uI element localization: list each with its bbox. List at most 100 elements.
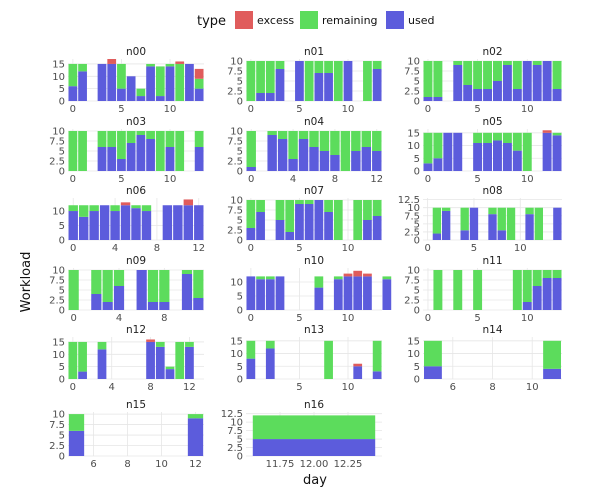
x-tick-label: 12.00	[300, 459, 329, 470]
bar-remaining	[506, 207, 516, 240]
x-tick-label: 0	[248, 104, 254, 115]
bar-remaining	[304, 61, 314, 101]
bar-used	[107, 63, 117, 101]
bar-remaining	[304, 200, 314, 204]
bar-remaining	[246, 61, 256, 101]
x-tick-label: 10	[514, 243, 527, 254]
panel-title: n04	[304, 116, 324, 128]
bar-used	[146, 341, 155, 379]
bar-remaining	[89, 205, 99, 212]
bar-used	[136, 270, 147, 310]
bar-excess	[107, 59, 117, 64]
bar-used	[492, 140, 502, 171]
y-tick-label: 5	[237, 362, 243, 373]
x-tick-label: 5	[118, 104, 124, 115]
y-tick-label: 2.5	[227, 157, 243, 168]
bar-used	[256, 279, 265, 310]
bar-remaining	[363, 200, 372, 220]
panel-title: n12	[126, 324, 146, 336]
bar-used	[68, 430, 85, 456]
y-tick-label: 2.5	[49, 296, 65, 307]
bar-remaining	[78, 205, 89, 217]
bar-used	[193, 298, 204, 310]
x-tick-label: 6	[450, 382, 456, 393]
bar-remaining	[483, 132, 493, 143]
x-axis-label: day	[303, 473, 327, 488]
bar-used	[372, 371, 382, 379]
y-tick-label: 10	[230, 418, 243, 429]
y-tick-label: 5	[414, 154, 420, 165]
x-tick-label: 5	[118, 174, 124, 185]
bar-used	[252, 439, 376, 456]
bar-remaining	[319, 131, 330, 151]
bar-used	[181, 274, 193, 310]
y-tick-label: 12.5	[398, 195, 420, 206]
bar-used	[136, 96, 146, 101]
bar-used	[532, 286, 542, 310]
bar-used	[183, 205, 194, 240]
x-tick-label: 10	[342, 104, 355, 115]
bar-remaining	[314, 276, 324, 288]
bar-remaining	[432, 207, 442, 234]
y-tick-label: 7.5	[404, 67, 420, 78]
y-tick-label: 2.5	[404, 87, 420, 98]
bar-remaining	[453, 61, 463, 65]
bar-used	[343, 276, 353, 310]
y-tick-label: 10	[407, 203, 420, 214]
y-tick-label: 15	[52, 59, 65, 70]
bar-remaining	[194, 131, 204, 147]
x-tick-label: 4	[290, 174, 296, 185]
bar-used	[91, 294, 102, 310]
bar-excess	[175, 61, 185, 64]
y-tick-label: 0	[59, 97, 65, 108]
bar-remaining	[363, 61, 372, 101]
bar-used	[159, 302, 170, 310]
x-tick-label: 0	[70, 313, 76, 324]
bar-used	[265, 348, 275, 379]
panel-title: n09	[126, 255, 146, 267]
y-tick-label: 5	[237, 147, 243, 158]
bar-used	[423, 366, 442, 379]
bar-used	[256, 212, 265, 240]
bar-remaining	[333, 200, 343, 240]
bar-remaining	[165, 63, 175, 67]
bar-remaining	[525, 207, 534, 215]
y-tick-label: 15	[52, 337, 65, 348]
y-tick-label: 0	[59, 306, 65, 317]
bar-remaining	[165, 366, 175, 370]
bar-remaining	[91, 270, 102, 294]
bar-remaining	[433, 132, 443, 159]
bar-used	[324, 73, 333, 101]
bar-used	[187, 418, 204, 456]
y-tick-label: 5	[59, 286, 65, 297]
bar-remaining	[117, 131, 126, 159]
bar-used	[552, 89, 562, 101]
bar-used	[353, 276, 363, 310]
bar-used	[532, 65, 542, 101]
y-tick-label: 10	[52, 350, 65, 361]
bar-remaining	[175, 131, 185, 171]
bar-used	[542, 61, 552, 101]
bar-remaining	[113, 270, 125, 286]
y-tick-label: 7.5	[227, 137, 243, 148]
y-tick-label: 0	[237, 167, 243, 178]
panel-title: n07	[304, 185, 324, 197]
y-tick-label: 7.5	[227, 67, 243, 78]
x-tick-label: 10	[521, 313, 534, 324]
panel-n14: n14 0 5 10 15 6 8 10	[407, 324, 562, 393]
bar-used	[78, 371, 87, 379]
panel-title: n13	[304, 324, 324, 336]
bar-remaining	[194, 78, 204, 89]
x-tick-label: 5	[474, 174, 480, 185]
bar-used	[319, 151, 330, 171]
bar-excess	[146, 339, 155, 342]
y-tick-label: 10	[230, 57, 243, 68]
bar-remaining	[252, 415, 376, 440]
x-tick-label: 0	[425, 104, 431, 115]
y-tick-label: 5	[414, 362, 420, 373]
bar-used	[552, 278, 562, 310]
panel-title: n03	[126, 116, 146, 128]
